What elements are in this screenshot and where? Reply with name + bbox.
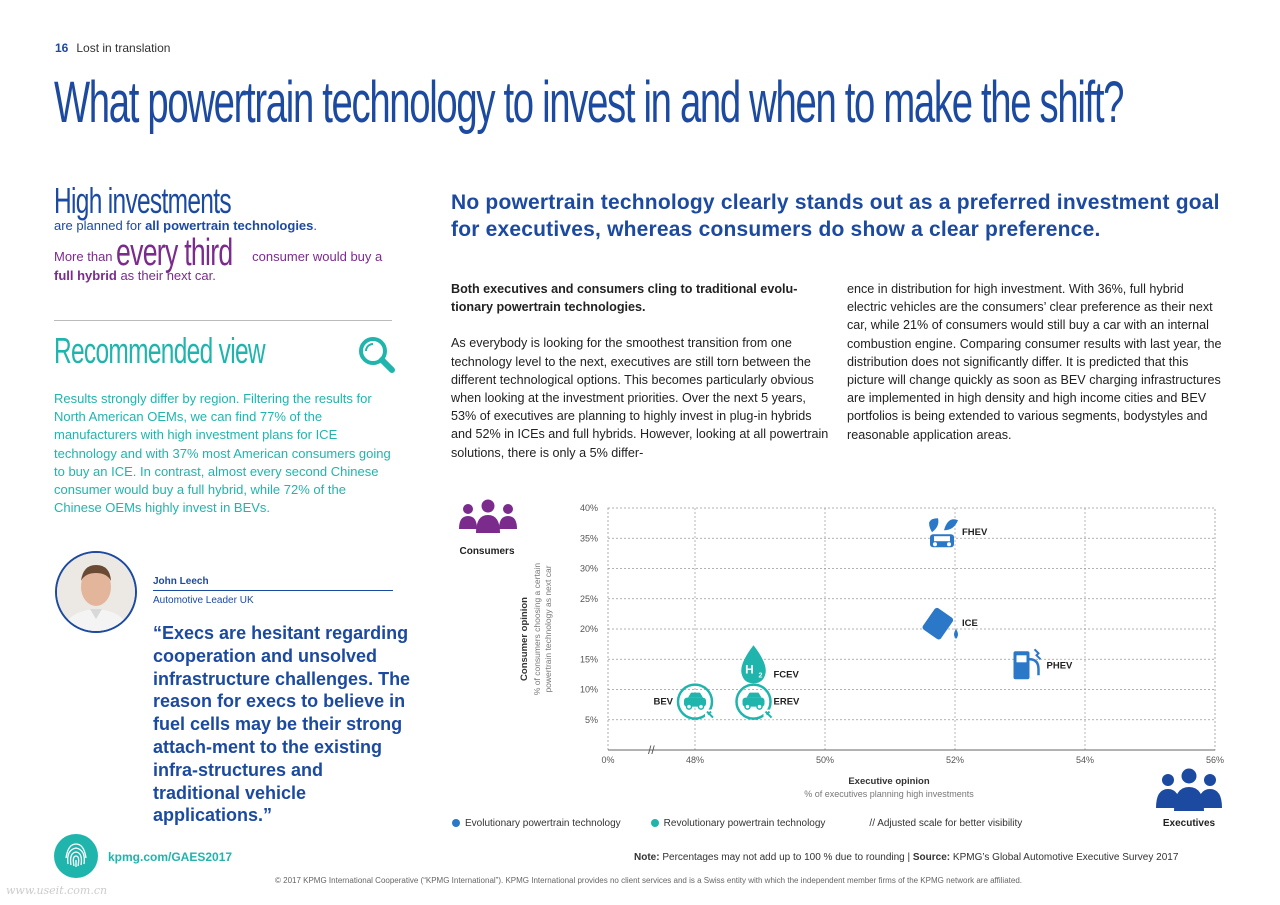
legend-dot-revolutionary — [650, 819, 659, 827]
copyright-text: © 2017 KPMG International Cooperative (“… — [275, 876, 1022, 885]
point-bev: BEV — [653, 683, 715, 720]
page-title: What powertrain technology to invest in … — [54, 70, 1124, 135]
point-ice: ICE — [922, 607, 978, 640]
source-text: KPMG’s Global Automotive Executive Surve… — [950, 852, 1179, 863]
y-tick-label: 35% — [580, 533, 598, 543]
page-number: 16 — [55, 41, 69, 55]
plot-frame — [607, 507, 1216, 751]
chart-grid — [607, 507, 1216, 751]
car-leaf-icon — [929, 518, 958, 548]
point-label-fhev: FHEV — [962, 527, 988, 538]
legend-label-scale: // Adjusted scale for better visibility — [869, 818, 1023, 829]
y-tick-label: 10% — [580, 685, 598, 695]
avatar — [55, 551, 137, 633]
magnifier-icon — [356, 334, 396, 374]
point-label-phev: PHEV — [1047, 660, 1074, 671]
x-axis-ticks: 0% 48% 50% 52% 54% 56% — [601, 755, 1224, 765]
executives-label: Executives — [1163, 818, 1216, 829]
article-headline: No powertrain technology clearly stands … — [451, 191, 1220, 241]
x-tick-label: 50% — [816, 755, 834, 765]
y-tick-label: 5% — [585, 715, 598, 725]
point-erev: EREV — [735, 683, 801, 720]
page-header: 16 Lost in translation — [55, 41, 170, 55]
chart-legend: Evolutionary powertrain technology Revol… — [452, 818, 1022, 829]
x-tick-label: 0% — [601, 755, 614, 765]
y-tick-label: 40% — [580, 503, 598, 513]
point-fhev: FHEV — [929, 518, 988, 548]
high-investments-subtitle: are planned for all powertrain technolog… — [54, 218, 317, 233]
y-axis-title: Consumer opinion — [519, 597, 530, 681]
y-axis-subtitle-2: powertrain technology as next car — [543, 565, 553, 692]
article-column-1: Both executives and consumers cling to t… — [451, 280, 829, 462]
recommended-view-body: Results strongly differ by region. Filte… — [54, 391, 391, 516]
hi-sub-pre: are planned for — [54, 218, 146, 233]
point-label-fcev: FCEV — [774, 669, 800, 680]
fuel-can-icon — [922, 607, 958, 640]
article-column-2: ence in distribution for high investment… — [847, 282, 1222, 442]
legend-dot-evolutionary — [452, 819, 460, 827]
svg-text:2: 2 — [759, 672, 763, 679]
svg-text:H: H — [745, 662, 754, 676]
section-title: Lost in translation — [76, 41, 171, 55]
legend-item-revolutionary: Revolutionary powertrain technology — [650, 818, 826, 829]
quote-divider — [153, 590, 393, 591]
electric-car-icon — [735, 683, 774, 720]
point-label-erev: EREV — [774, 697, 801, 708]
consumers-label: Consumers — [459, 546, 514, 557]
third-pre: More than — [54, 249, 117, 264]
hi-sub-post: . — [313, 218, 318, 233]
note-label: Note: — [634, 852, 660, 863]
point-label-bev: BEV — [653, 697, 673, 708]
sidebar-divider — [54, 320, 392, 321]
x-axis-title: Executive opinion — [848, 776, 929, 787]
chart-points: FHEV ICE PHEV H 2 FCEV BEV EREV — [653, 518, 1074, 720]
pull-quote: “Execs are hesitant regarding cooperatio… — [153, 623, 411, 826]
y-axis-subtitle-1: % of consumers choosing a certain — [532, 563, 542, 696]
quote-author-role: Automotive Leader UK — [153, 595, 254, 606]
consumers-people-icon — [459, 499, 517, 533]
y-tick-label: 20% — [580, 624, 598, 634]
hi-sub-bold: all powertrain technologies — [145, 218, 314, 233]
every-third-statement: More than every third consumer would buy… — [54, 232, 394, 285]
fingerprint-icon — [54, 834, 98, 878]
x-tick-label: 52% — [946, 755, 964, 765]
note-text: Percentages may not add up to 100 % due … — [659, 852, 913, 863]
x-axis-subtitle: % of executives planning high investment… — [804, 789, 974, 799]
electric-car-icon — [676, 683, 715, 720]
third-end: as their next car. — [116, 268, 216, 283]
y-axis-ticks: 5% 10% 15% 20% 25% 30% 35% 40% — [580, 503, 598, 725]
article-lead: Both executives and consumers cling to t… — [451, 282, 798, 315]
y-axis-label: Consumer opinion % of consumers choosing… — [519, 563, 553, 696]
y-tick-label: 25% — [580, 594, 598, 604]
watermark: www.useit.com.cn — [6, 884, 108, 897]
article-col1-body: As everybody is looking for the smoothes… — [451, 336, 829, 460]
charging-pump-icon — [1013, 648, 1042, 680]
legend-item-evolutionary: Evolutionary powertrain technology — [452, 818, 621, 829]
axis-break-marker: // — [648, 743, 655, 757]
footer-note: Note: Percentages may not add up to 100 … — [634, 852, 1178, 863]
executives-people-icon — [1156, 768, 1222, 811]
y-tick-label: 15% — [580, 654, 598, 664]
x-tick-label: 56% — [1206, 755, 1224, 765]
source-label: Source: — [912, 852, 951, 863]
legend-label-revolutionary: Revolutionary powertrain technology — [663, 818, 826, 829]
legend-label-evolutionary: Evolutionary powertrain technology — [465, 818, 621, 829]
recommended-view-title: Recommended view — [54, 330, 266, 371]
quote-author-name: John Leech — [153, 576, 209, 587]
high-investments-title: High investments — [54, 180, 232, 221]
point-phev: PHEV — [1013, 648, 1074, 680]
x-tick-label: 48% — [686, 755, 704, 765]
y-tick-label: 30% — [580, 564, 598, 574]
third-bold: full hybrid — [54, 268, 117, 283]
every-third-highlight: every third — [116, 232, 233, 274]
third-post: consumer would buy a — [248, 249, 383, 264]
point-fcev: H 2 FCEV — [741, 645, 800, 684]
x-tick-label: 54% — [1076, 755, 1094, 765]
point-label-ice: ICE — [962, 618, 978, 629]
powertrain-scatter-chart: Consumers Executives 5%10%15%20%25%30%35… — [459, 499, 1224, 829]
kpmg-link[interactable]: kpmg.com/GAES2017 — [108, 850, 233, 864]
legend-item-scale: // Adjusted scale for better visibility — [869, 818, 1022, 829]
